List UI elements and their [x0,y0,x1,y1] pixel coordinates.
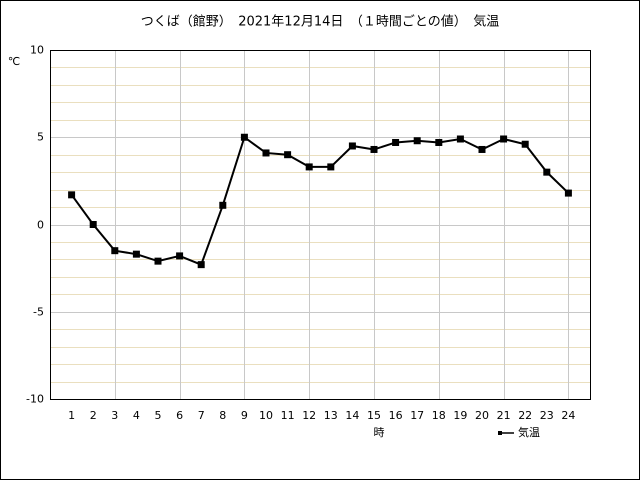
legend-marker [498,431,502,435]
data-point [284,151,292,159]
data-point [521,140,529,148]
data-point [197,261,205,269]
data-point [305,163,313,171]
data-point [240,133,248,141]
data-point [456,135,464,143]
x-tick-label: 19 [453,409,467,422]
y-tick-label: 5 [37,131,44,144]
x-tick-label: 12 [302,409,316,422]
y-tick-label: 10 [30,44,44,57]
data-point [327,163,335,171]
x-tick-label: 24 [561,409,575,422]
x-tick-label: 14 [345,409,359,422]
data-point [176,252,184,260]
x-tick-label: 13 [324,409,338,422]
x-tick-label: 16 [389,409,403,422]
x-tick-label: 23 [540,409,554,422]
data-point [132,250,140,258]
x-tick-label: 8 [219,409,226,422]
data-line [70,135,570,266]
x-tick-label: 7 [198,409,205,422]
x-tick-label: 21 [497,409,511,422]
y-axis-label: ℃ [8,55,20,68]
x-tick-label: 17 [410,409,424,422]
legend-label: 気温 [518,425,540,439]
y-tick-label: 0 [37,219,44,232]
x-tick-label: 1 [68,409,75,422]
data-point [89,221,97,228]
data-point [370,145,378,153]
x-axis-label: 時 [374,426,385,439]
data-point [435,138,443,146]
data-point [111,247,119,255]
x-tick-label: 6 [176,409,183,422]
x-tick-label: 18 [432,409,446,422]
x-tick-label: 10 [259,409,273,422]
x-tick-label: 2 [90,409,97,422]
data-point [262,149,270,157]
data-point [564,189,572,197]
data-point [219,201,227,209]
x-tick-label: 5 [155,409,162,422]
plot-border [50,50,591,400]
x-tick-label: 4 [133,409,140,422]
x-tick-label: 3 [111,409,118,422]
x-tick-label: 20 [475,409,489,422]
y-tick-label: -5 [33,306,44,319]
data-point [348,142,356,150]
data-point [154,257,162,265]
data-point [68,191,76,199]
data-point [392,138,400,146]
data-point [500,135,508,143]
chart-title: つくば（館野） 2021年12月14日 （１時間ごとの値） 気温 [141,14,500,30]
data-point [413,137,421,145]
data-point [543,168,551,176]
x-tick-label: 15 [367,409,381,422]
x-tick-label: 22 [518,409,532,422]
y-tick-label: -10 [26,393,44,406]
x-tick-label: 9 [241,409,248,422]
data-point [478,145,486,153]
x-tick-label: 11 [281,409,295,422]
